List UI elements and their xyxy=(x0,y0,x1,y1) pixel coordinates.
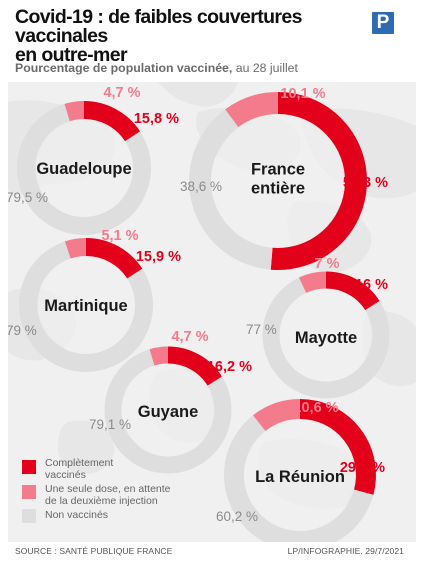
donut-center xyxy=(280,289,372,381)
data-label-unvaccinated: 38,6 % xyxy=(180,179,222,194)
donut-segment-complete xyxy=(167,346,223,386)
donut-segment-unvaccinated xyxy=(104,346,232,474)
donut-center xyxy=(38,257,134,353)
data-label-unvaccinated: 79,5 % xyxy=(8,190,48,205)
legend-label-partial: Une seule dose, en attente de la deuxièm… xyxy=(45,483,171,507)
data-label-unvaccinated: 79,1 % xyxy=(89,417,131,432)
data-label-complete: 16 % xyxy=(355,277,388,293)
donut-center xyxy=(122,364,214,456)
donut-segment-complete xyxy=(85,238,143,279)
donut-segment-partial xyxy=(149,346,169,366)
legend-label-complete: Complètement vaccinés xyxy=(45,457,114,481)
data-label-unvaccinated: 77 % xyxy=(246,322,277,337)
donut-segment-complete xyxy=(270,92,367,270)
donut-segment-partial xyxy=(225,92,279,128)
le-parisien-logo: P xyxy=(372,12,394,34)
region-name: La Réunion xyxy=(255,468,345,486)
region-name: entière xyxy=(251,180,305,198)
donut-segment-unvaccinated xyxy=(262,271,390,399)
donut-center xyxy=(212,115,344,247)
logo-letter: P xyxy=(376,12,390,33)
region-name: Guadeloupe xyxy=(36,160,131,178)
legend-swatch-complete xyxy=(22,460,36,474)
legend-swatch-unvaccinated xyxy=(22,509,36,523)
data-label-partial: 5,1 % xyxy=(101,228,138,244)
credit-note: LP/INFOGRAPHIE. 29/7/2021 xyxy=(287,546,404,556)
legend-label-line: Une seule dose, en attente xyxy=(45,483,171,495)
chart-title: Covid-19 : de faibles couvertures vaccin… xyxy=(15,6,367,66)
data-label-complete: 29,2 % xyxy=(340,460,385,476)
data-label-unvaccinated: 79 % xyxy=(8,323,37,338)
donut-segment-complete xyxy=(325,271,380,311)
donut-segment-complete xyxy=(299,399,376,495)
data-label-unvaccinated: 60,2 % xyxy=(216,509,258,524)
donut-segment-partial xyxy=(64,101,85,122)
data-label-complete: 15,9 % xyxy=(136,249,181,265)
legend-label-line: vaccinés xyxy=(45,468,86,481)
donut-segment-complete xyxy=(83,101,141,142)
chart-area: Guadeloupe 15,8 % 4,7 % 79,5 % France entière… xyxy=(8,82,416,542)
legend-label-line: Non vaccinés xyxy=(45,509,109,521)
data-label-partial: 7 % xyxy=(315,256,340,272)
subtitle-main: Pourcentage de population vaccinée, xyxy=(15,61,233,75)
region-name: France xyxy=(251,161,305,179)
legend-label-unvaccinated: Non vaccinés xyxy=(45,509,109,522)
donut-chart-svg: Guadeloupe 15,8 % 4,7 % 79,5 % Franceentière… xyxy=(8,82,416,542)
donut-segment-unvaccinated xyxy=(19,238,153,372)
data-label-partial: 10,6 % xyxy=(293,400,338,416)
donut-center xyxy=(36,120,132,216)
data-label-partial: 4,7 % xyxy=(171,329,208,345)
source-note: SOURCE : SANTÉ PUBLIQUE FRANCE xyxy=(15,546,173,556)
data-label-complete: 51,3 % xyxy=(343,175,388,191)
legend-swatch-partial xyxy=(22,485,36,499)
region-name: Mayotte xyxy=(295,329,357,347)
donut-segment-partial xyxy=(64,238,87,259)
data-label-partial: 4,7 % xyxy=(103,85,140,101)
subtitle-date: au 28 juillet xyxy=(232,61,298,75)
data-label-partial: 10,1 % xyxy=(280,86,325,102)
donut-segment-unvaccinated xyxy=(224,399,374,542)
data-label-complete: 15,8 % xyxy=(134,111,179,127)
legend-label-line: de la deuxième injection xyxy=(45,494,158,507)
legend-label-line: Complètement xyxy=(45,457,114,469)
region-name: Martinique xyxy=(44,297,127,315)
donut-segment-unvaccinated xyxy=(17,101,151,235)
data-label-complete: 16,2 % xyxy=(207,359,252,375)
title-line-1: Covid-19 : de faibles couvertures vaccin… xyxy=(15,6,302,47)
region-name: Guyane xyxy=(138,403,199,421)
donut-center xyxy=(245,420,355,530)
donut-segment-partial xyxy=(253,399,301,432)
donut-segment-partial xyxy=(298,271,327,294)
chart-subtitle: Pourcentage de population vaccinée, au 2… xyxy=(15,61,298,75)
title-line-2: en outre-mer xyxy=(15,44,128,66)
